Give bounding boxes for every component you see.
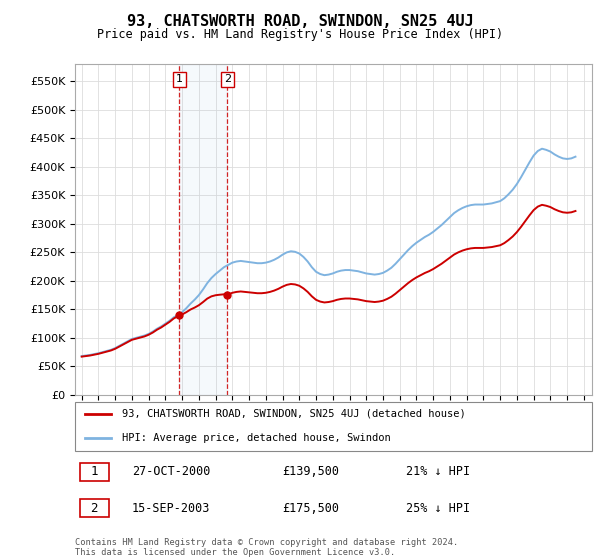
Bar: [179, 64, 227, 395]
Text: Contains HM Land Registry data © Crown copyright and database right 2024.
This d: Contains HM Land Registry data © Crown c…: [75, 538, 458, 557]
Text: 25% ↓ HPI: 25% ↓ HPI: [406, 502, 470, 515]
Text: £139,500: £139,500: [282, 465, 339, 478]
Text: £175,500: £175,500: [282, 502, 339, 515]
Text: 1: 1: [91, 465, 98, 478]
Text: 2: 2: [224, 74, 231, 85]
Text: 21% ↓ HPI: 21% ↓ HPI: [406, 465, 470, 478]
Text: 15-SEP-2003: 15-SEP-2003: [132, 502, 210, 515]
Text: 1: 1: [176, 74, 183, 85]
Text: 93, CHATSWORTH ROAD, SWINDON, SN25 4UJ (detached house): 93, CHATSWORTH ROAD, SWINDON, SN25 4UJ (…: [122, 409, 465, 419]
FancyBboxPatch shape: [75, 402, 592, 451]
FancyBboxPatch shape: [80, 500, 109, 517]
Text: 27-OCT-2000: 27-OCT-2000: [132, 465, 210, 478]
FancyBboxPatch shape: [80, 463, 109, 480]
Text: Price paid vs. HM Land Registry's House Price Index (HPI): Price paid vs. HM Land Registry's House …: [97, 28, 503, 41]
Text: 2: 2: [91, 502, 98, 515]
Text: 93, CHATSWORTH ROAD, SWINDON, SN25 4UJ: 93, CHATSWORTH ROAD, SWINDON, SN25 4UJ: [127, 14, 473, 29]
Text: HPI: Average price, detached house, Swindon: HPI: Average price, detached house, Swin…: [122, 433, 390, 444]
